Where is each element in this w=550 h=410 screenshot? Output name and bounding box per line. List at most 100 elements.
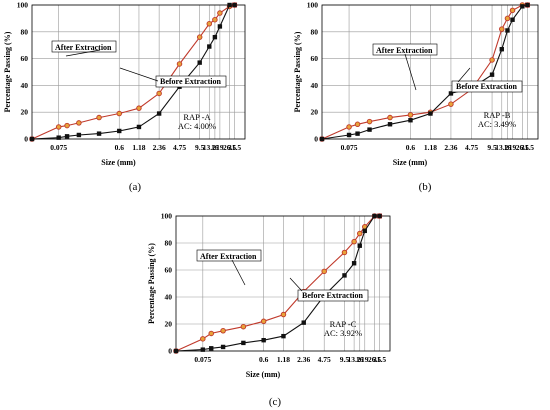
x-tick-label: 19 (361, 355, 369, 364)
x-tick-label: 0.075 (194, 355, 211, 364)
x-tick-label: 4.75 (318, 355, 331, 364)
x-tick-label: 1.18 (424, 143, 437, 152)
x-tick-label: 19 (509, 143, 517, 152)
annotation-box-before (451, 80, 523, 93)
data-point-after (407, 112, 414, 118)
x-tick-label: 1.18 (132, 143, 145, 152)
data-point-after (260, 318, 267, 325)
data-point-before (372, 213, 377, 219)
data-point-after (156, 90, 162, 97)
y-tick-label: 20 (311, 108, 319, 117)
data-point-before (64, 134, 70, 139)
data-point-after (321, 268, 327, 275)
data-point-before (220, 344, 226, 350)
data-point-before (117, 128, 122, 134)
data-point-after (387, 114, 393, 121)
y-tick-label: 60 (21, 54, 29, 63)
x-axis-label: Size (mm) (101, 158, 136, 167)
data-point-before (241, 340, 246, 346)
x-tick-label: 16 (211, 143, 219, 152)
plot-frame (321, 4, 539, 140)
data-point-before (510, 17, 515, 22)
x-tick-label: 31.5 (228, 143, 241, 152)
data-point-after (116, 110, 123, 117)
y-tick-label: 0 (314, 135, 318, 144)
y-tick-label: 40 (21, 81, 29, 90)
data-point-before (346, 132, 352, 138)
x-tick-label: 9.5 (487, 143, 497, 152)
data-point-after (354, 121, 361, 128)
data-point-before (355, 131, 360, 136)
y-tick-label: 80 (311, 27, 319, 36)
y-tick-label: 20 (165, 320, 173, 329)
data-point-before (96, 131, 102, 136)
panel-caption: (a) (129, 181, 142, 193)
data-point-after (220, 328, 226, 334)
annotation-after: After Extraction (200, 252, 257, 261)
x-tick-label: 0.6 (115, 143, 125, 152)
x-tick-label: 26.5 (368, 355, 381, 364)
annotation-before: Before Extraction (302, 291, 363, 300)
annotation-box-after (51, 40, 117, 53)
x-tick-label: 31.5 (373, 355, 386, 364)
data-point-after (200, 336, 206, 342)
rap-label: RAP -A (183, 112, 211, 122)
chart-panel-a: 0 20 40 60 80 100 0.075 0.6 1.18 2.36 4.75 9.513.21… (3, 1, 246, 193)
chart-panel-b: 0 20 40 60 80 100 0.075 0.6 1.18 2.36 4.75 9.513.21… (293, 1, 539, 193)
data-point-after (136, 105, 142, 111)
x-tick-label: 2.36 (444, 143, 457, 152)
data-point-after (208, 330, 214, 337)
chart-panel-c: 0 20 40 60 80 100 0.075 0.6 1.18 2.36 4.75 9.513.21… (147, 212, 391, 408)
x-tick-label: 2.36 (297, 355, 310, 364)
data-point-before (207, 44, 212, 49)
annotation-box-before (297, 289, 369, 302)
data-point-before (342, 273, 347, 278)
data-point-before (525, 2, 530, 8)
data-point-after (509, 7, 516, 14)
y-tick-label: 60 (311, 54, 319, 63)
y-tick-label: 60 (165, 266, 173, 275)
y-tick-label: 80 (165, 239, 173, 248)
data-point-after (356, 230, 363, 237)
data-point-before (362, 228, 367, 234)
data-point-after (489, 57, 495, 63)
x-tick-label: 13.2 (348, 355, 361, 364)
y-axis-label: Percentage Passing (%) (3, 31, 12, 112)
data-point-before (428, 111, 433, 116)
data-point-after (206, 21, 213, 27)
data-point-before (173, 348, 179, 354)
y-axis-label: Percentage Passing (%) (147, 243, 156, 324)
data-point-before (136, 124, 142, 130)
data-point-after (217, 10, 223, 16)
data-point-before (357, 243, 362, 248)
data-point-before (76, 132, 82, 138)
data-point-before (217, 24, 223, 29)
annotation-before: Before Extraction (160, 77, 221, 86)
x-tick-label: 0.6 (259, 355, 269, 364)
ac-label: AC: 3.49% (478, 119, 516, 129)
data-point-before (448, 91, 454, 96)
x-tick-label: 31.5 (521, 143, 534, 152)
annotation-pointer-before (119, 67, 159, 82)
data-point-before (351, 261, 357, 266)
ac-label: AC: 4.00% (178, 121, 216, 131)
data-point-after (504, 15, 511, 22)
y-tick-label: 0 (168, 347, 172, 356)
y-tick-label: 40 (311, 81, 319, 90)
annotation-box-after (196, 249, 262, 262)
data-point-after (212, 16, 218, 23)
data-point-before (301, 320, 306, 325)
data-point-before (499, 47, 504, 52)
data-point-before (377, 213, 382, 219)
data-point-after (64, 122, 70, 129)
data-point-after (341, 249, 348, 256)
plot-frame (175, 215, 391, 352)
data-point-before (408, 118, 413, 123)
x-tick-label: 16 (356, 355, 364, 364)
x-tick-label: 4.75 (173, 143, 186, 152)
x-tick-label: 13.2 (203, 143, 216, 152)
data-point-after (76, 120, 82, 126)
data-point-after (196, 34, 203, 40)
y-tick-label: 100 (161, 212, 173, 221)
